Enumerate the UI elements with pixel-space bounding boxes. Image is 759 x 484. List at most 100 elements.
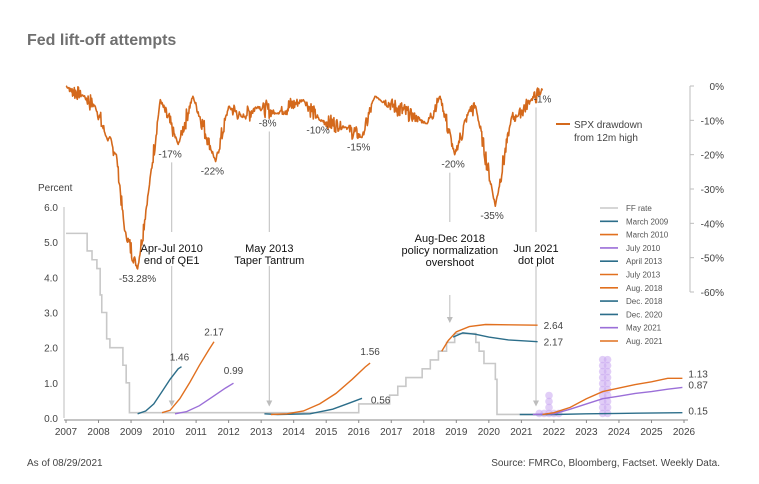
rates-x-tick-label: 2024 xyxy=(608,427,631,438)
legend-item-label: July 2010 xyxy=(626,244,661,253)
annotation-arrowhead xyxy=(533,400,540,407)
source-note: Source: FMRCo, Bloomberg, Factset. Weekl… xyxy=(491,458,720,469)
dot-plot-dot xyxy=(545,397,553,406)
rates-x-tick-label: 2009 xyxy=(120,427,143,438)
annotation-label: dot plot xyxy=(518,255,554,267)
dot-plot-dot xyxy=(603,397,612,406)
series-end-label: 2.17 xyxy=(204,328,224,339)
spx-drawdown-line xyxy=(65,85,544,270)
annotation-label: policy normalization xyxy=(402,245,499,257)
rates-y-tick-label: 3.0 xyxy=(44,309,58,320)
rates-x-tick-label: 2012 xyxy=(218,427,241,438)
rates-x-tick-label: 2022 xyxy=(543,427,566,438)
drawdown-y-tick-label: -20% xyxy=(701,151,724,162)
drawdown-trough-label: -8% xyxy=(259,118,277,129)
legend-item-label: March 2009 xyxy=(626,217,669,226)
rates-y-tick-label: 6.0 xyxy=(44,203,58,214)
dot-plot-dot xyxy=(545,391,553,400)
series-end-label: 1.46 xyxy=(170,353,190,364)
legend-item-label: July 2013 xyxy=(626,271,661,280)
rates-x-tick-label: 2018 xyxy=(413,427,436,438)
annotation-arrowhead xyxy=(168,400,175,407)
legend-item-label: Dec. 2020 xyxy=(626,310,663,319)
annotation-label: Jun 2021 xyxy=(513,243,558,255)
series-end-label: 1.56 xyxy=(360,347,380,358)
annotation-label: end of QE1 xyxy=(144,255,200,267)
spx-legend-label: from 12m high xyxy=(574,133,638,144)
dot-plot-dot xyxy=(603,355,612,364)
legend-item-label: FF rate xyxy=(626,204,652,213)
rates-x-tick-label: 2016 xyxy=(348,427,371,438)
rates-x-tick-label: 2013 xyxy=(250,427,273,438)
annotation-label: overshoot xyxy=(426,257,474,269)
dot-plot-dot xyxy=(603,361,612,370)
rates-y-tick-label: 2.0 xyxy=(44,344,58,355)
rates-legend: FF rate March 2009 March 2010 July 2010 Apri… xyxy=(600,204,669,346)
annotation-arrowhead xyxy=(446,317,453,323)
drawdown-y-tick-label: -60% xyxy=(701,288,724,299)
dot-plot-dot xyxy=(535,409,544,418)
annotation-label: Taper Tantrum xyxy=(234,255,304,267)
drawdown-trough-label: -20% xyxy=(441,160,464,171)
legend-item-label: May 2021 xyxy=(626,324,662,333)
drawdown-trough-label: -17% xyxy=(158,149,181,160)
rates-y-tick-label: 4.0 xyxy=(44,273,58,284)
drawdown-y-tick-label: 0% xyxy=(710,82,725,93)
series-end-label: 0.87 xyxy=(688,380,708,391)
series-end-label: 0.99 xyxy=(224,366,244,377)
legend-item-label: April 2013 xyxy=(626,257,663,266)
drawdown-trough-label: -10% xyxy=(306,125,329,136)
drawdown-y-tick-label: -10% xyxy=(701,116,724,127)
annotation-label: May 2013 xyxy=(245,243,293,255)
rates-x-tick-label: 2015 xyxy=(315,427,338,438)
series-line-aug-2021 xyxy=(542,377,683,416)
drawdown-trough-label: -15% xyxy=(347,143,370,154)
drawdown-trough-label: -35% xyxy=(480,211,503,222)
annotation-label: Apr-Jul 2010 xyxy=(141,243,203,255)
series-line-march-2009 xyxy=(137,366,182,415)
rates-x-tick-label: 2007 xyxy=(55,427,78,438)
series-end-label: 1.13 xyxy=(688,369,708,380)
rates-x-tick-label: 2020 xyxy=(478,427,501,438)
rates-y-tick-label: 1.0 xyxy=(44,379,58,390)
series-end-label: 0.15 xyxy=(688,407,708,418)
series-line-july-2010 xyxy=(174,382,234,415)
rates-y-tick-label: 5.0 xyxy=(44,238,58,249)
series-line-aug-2018 xyxy=(441,323,538,352)
rates-x-tick-label: 2019 xyxy=(445,427,468,438)
dot-plot-dot xyxy=(603,403,612,412)
series-end-label: 0.56 xyxy=(371,395,391,406)
legend-item-label: March 2010 xyxy=(626,231,669,240)
rates-y-axis-title: Percent xyxy=(38,183,73,194)
legend-item-label: Dec. 2018 xyxy=(626,297,663,306)
rates-x-tick-label: 2014 xyxy=(283,427,306,438)
chart-title: Fed lift-off attempts xyxy=(27,32,176,49)
rates-y-tick-label: 0.0 xyxy=(44,414,58,425)
series-line-march-2010 xyxy=(161,341,215,414)
drawdown-y-tick-label: -30% xyxy=(701,185,724,196)
as-of-date: As of 08/29/2021 xyxy=(27,458,103,469)
legend-item-label: Aug. 2018 xyxy=(626,284,663,293)
legend-item-label: Aug. 2021 xyxy=(626,337,663,346)
drawdown-y-tick-label: -40% xyxy=(701,219,724,230)
drawdown-trough-label: -1% xyxy=(534,94,552,105)
rates-x-tick-label: 2017 xyxy=(380,427,403,438)
annotation-arrowhead xyxy=(266,400,273,407)
drawdown-trough-label: -53.28% xyxy=(119,274,156,285)
rates-x-tick-label: 2025 xyxy=(640,427,663,438)
rates-x-tick-label: 2011 xyxy=(185,427,207,438)
series-end-label: 2.64 xyxy=(544,321,564,332)
rates-x-tick-label: 2026 xyxy=(673,427,696,438)
spx-drawdown-panel: 0% -10% -20% -30% -40% -50% -60% -53.28% -17% -22… xyxy=(65,82,725,299)
rates-x-tick-label: 2010 xyxy=(152,427,175,438)
series-end-label: 2.17 xyxy=(544,338,564,349)
rates-x-tick-label: 2008 xyxy=(87,427,110,438)
rates-panel: Percent 0.0 1.0 2.0 3.0 4.0 5.0 6.0 2007 2008 2009… xyxy=(38,107,708,438)
spx-legend-label: SPX drawdown xyxy=(574,120,642,131)
dot-plot-dot xyxy=(603,379,612,388)
dot-plot-dot xyxy=(545,403,553,412)
series-line-dec-2018 xyxy=(452,332,538,343)
series-line-may-2021 xyxy=(532,386,683,416)
drawdown-trough-label: -22% xyxy=(201,167,224,178)
